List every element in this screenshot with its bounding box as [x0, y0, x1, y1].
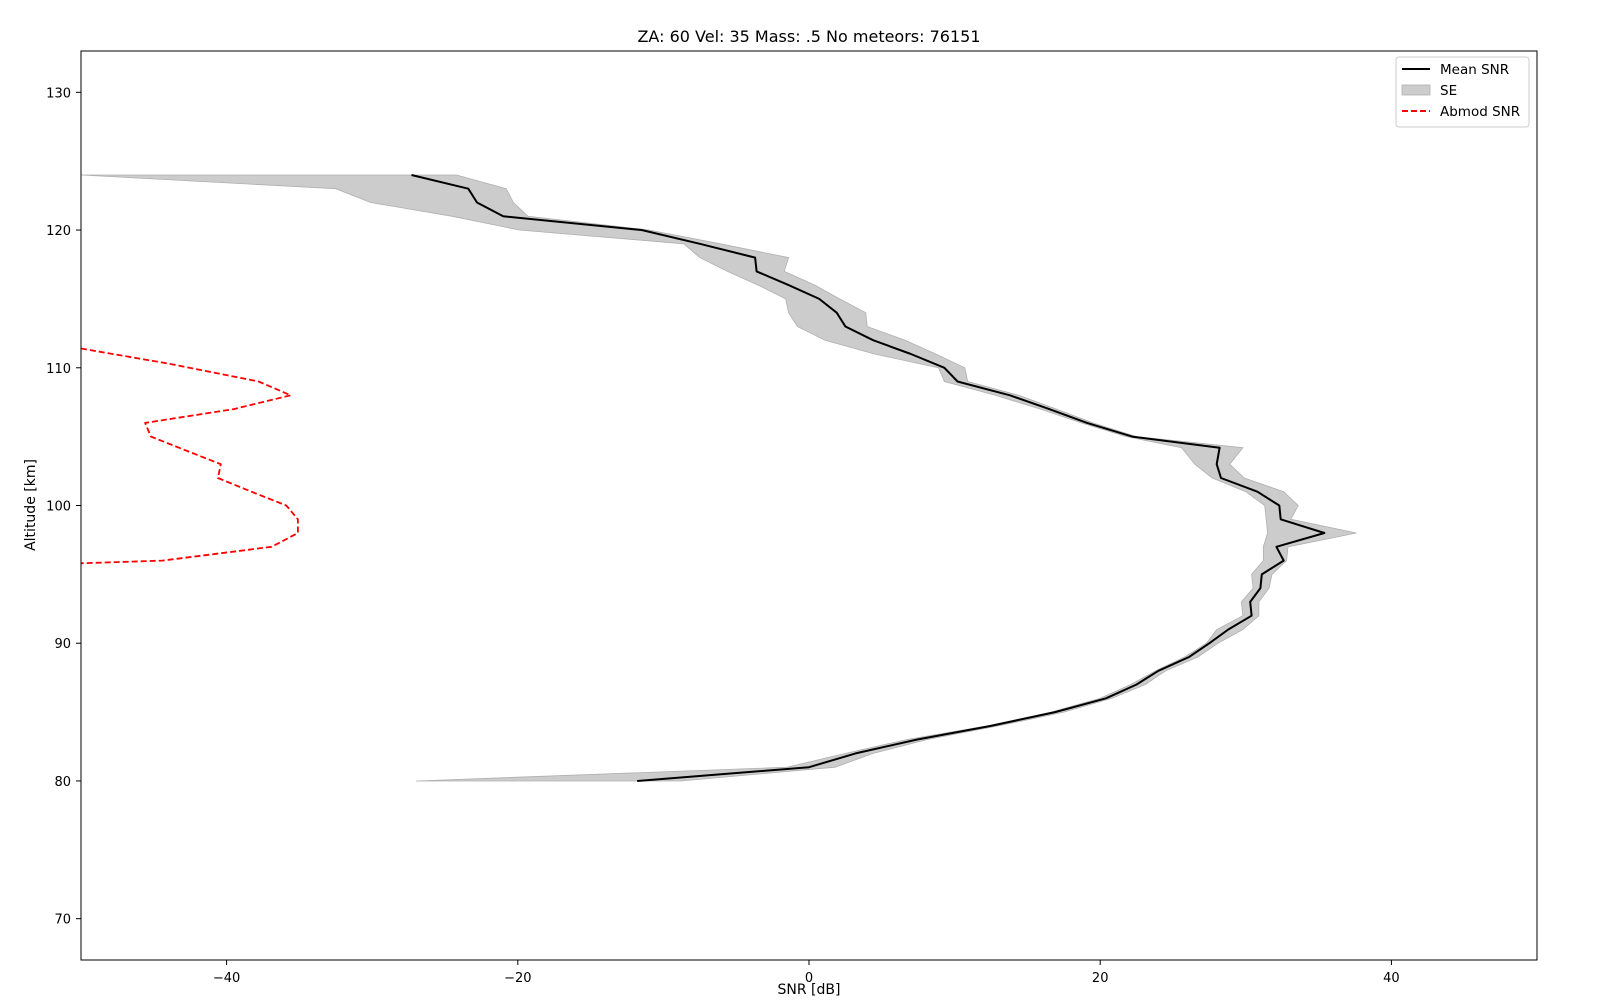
y-tick-label: 70: [54, 913, 71, 928]
plot-area: [81, 174, 1357, 782]
chart-title: ZA: 60 Vel: 35 Mass: .5 No meteors: 7615…: [637, 27, 980, 46]
y-tick-label: 100: [46, 500, 71, 515]
legend-label-se: SE: [1440, 83, 1457, 99]
x-axis: −40 −20 0 20 40: [213, 960, 1400, 986]
mean-snr-line: [411, 174, 1326, 782]
x-tick-label: 20: [1092, 971, 1109, 986]
x-tick-label: 0: [805, 971, 813, 986]
legend-label-abmod-snr: Abmod SNR: [1440, 104, 1520, 120]
legend: Mean SNR SE Abmod SNR: [1395, 56, 1530, 128]
y-axis: 70 80 90 100 110 120 130: [46, 86, 81, 928]
y-axis-label: Altitude [km]: [23, 459, 39, 551]
y-tick-label: 110: [46, 362, 71, 377]
y-tick-label: 130: [46, 86, 71, 101]
y-tick-label: 80: [54, 775, 71, 790]
y-tick-label: 90: [54, 637, 71, 652]
abmod-snr-line: [81, 347, 299, 565]
se-band: [81, 174, 1357, 782]
x-tick-label: −40: [213, 971, 240, 986]
legend-label-mean-snr: Mean SNR: [1440, 62, 1509, 78]
x-axis-label: SNR [dB]: [778, 982, 841, 998]
plot-frame: [80, 50, 1538, 961]
x-tick-label: −20: [504, 971, 531, 986]
y-tick-label: 120: [46, 224, 71, 239]
x-tick-label: 40: [1383, 971, 1400, 986]
legend-box: [1395, 56, 1530, 128]
legend-swatch-se: [1401, 84, 1431, 96]
